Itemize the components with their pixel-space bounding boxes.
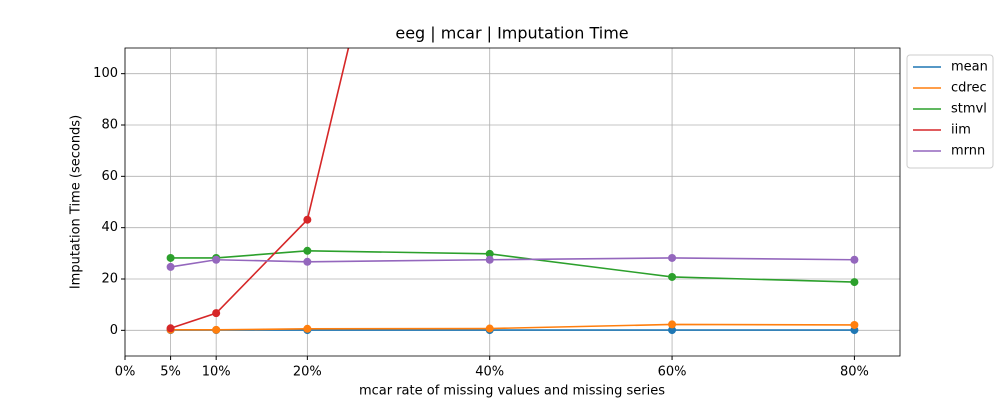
y-tick-label: 40 — [101, 220, 118, 235]
point — [668, 272, 677, 281]
x-tick-label: 10% — [202, 365, 231, 380]
point — [668, 320, 677, 329]
point — [485, 249, 494, 258]
point — [212, 255, 221, 264]
legend-label: iim — [951, 123, 971, 138]
y-tick-label: 20 — [101, 272, 118, 287]
y-tick-label: 80 — [101, 118, 118, 133]
point — [485, 255, 494, 264]
point — [303, 257, 312, 266]
point — [668, 253, 677, 262]
x-tick-label: 40% — [475, 365, 504, 380]
legend-label: mrnn — [951, 144, 985, 159]
chart-title: eeg | mcar | Imputation Time — [395, 24, 628, 43]
line — [170, 249, 855, 283]
x-tick-label: 5% — [160, 365, 181, 380]
x-axis-label: mcar rate of missing values and missing … — [359, 384, 665, 399]
legend-label: mean — [951, 60, 988, 75]
y-tick-label: 60 — [101, 169, 118, 184]
x-tick-label: 20% — [293, 365, 322, 380]
plot-frame — [124, 47, 901, 357]
x-tick-label: 60% — [658, 365, 687, 380]
point — [850, 278, 859, 287]
legend-label: stmvl — [951, 102, 987, 117]
point — [850, 320, 859, 329]
x-tick-label: 0% — [115, 365, 136, 380]
line — [170, 323, 855, 331]
point — [303, 215, 312, 224]
x-tick-label: 80% — [840, 365, 869, 380]
y-axis-label: Imputation Time (seconds) — [69, 115, 84, 289]
point — [303, 324, 312, 333]
point — [212, 309, 221, 318]
line — [170, 257, 855, 268]
point — [850, 255, 859, 264]
point — [668, 326, 677, 335]
plot-area — [166, 48, 859, 335]
point — [166, 262, 175, 271]
point — [166, 253, 175, 262]
y-tick-label: 100 — [93, 66, 118, 81]
legend-label: cdrec — [951, 81, 987, 96]
y-tick-label: 0 — [110, 323, 118, 338]
point — [485, 324, 494, 333]
line — [170, 48, 350, 330]
point — [166, 324, 175, 333]
point — [212, 325, 221, 334]
point — [303, 246, 312, 255]
legend-box — [906, 54, 994, 169]
